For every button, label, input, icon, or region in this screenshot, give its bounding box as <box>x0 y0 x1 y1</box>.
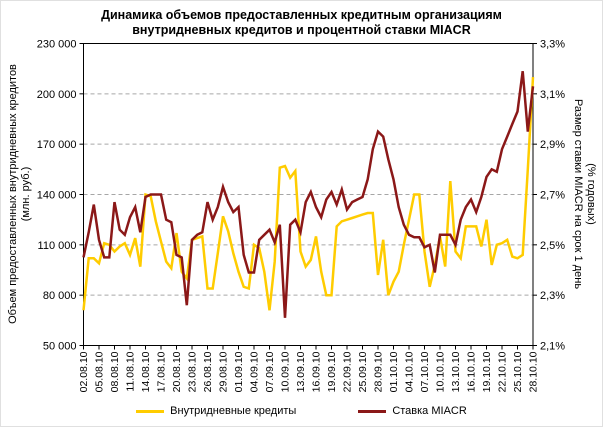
left-axis-tick-label: 230 000 <box>37 39 77 51</box>
x-axis-tick-label: 16.10.10 <box>466 351 478 392</box>
left-axis-units: (млн. руб.) <box>20 166 32 222</box>
legend-item-miacr: Ставка MIACR <box>358 405 467 417</box>
volumes-legend-label: Внутридневные кредиты <box>170 405 297 417</box>
x-axis-tick-label: 20.08.10 <box>171 351 183 392</box>
chart-title-line1: Динамика объемов предоставленных кредитн… <box>101 8 502 22</box>
x-axis-tick-label: 19.09.10 <box>326 351 338 392</box>
x-axis-tick-label: 10.10.10 <box>435 351 447 392</box>
miacr-series-line <box>82 71 535 318</box>
x-axis-tick-label: 05.08.10 <box>94 351 106 392</box>
volumes-series-line <box>82 77 535 311</box>
x-axis-tick-label: 02.08.10 <box>78 351 90 392</box>
chart-title-line2: внутридневных кредитов и процентной став… <box>132 23 471 37</box>
x-axis-tick-label: 26.08.10 <box>202 351 214 392</box>
legend-item-volumes: Внутридневные кредиты <box>136 405 296 417</box>
right-axis-tick-label: 2,7% <box>540 190 565 202</box>
x-axis-tick-label: 11.08.10 <box>125 351 137 391</box>
x-axis-tick-label: 01.10.10 <box>388 351 400 392</box>
x-axis-tick-label: 04.10.10 <box>404 351 416 392</box>
right-axis-tick-label: 2,3% <box>540 290 565 302</box>
left-axis-tick-label: 80 000 <box>43 290 77 302</box>
volumes-legend-line-icon <box>136 409 165 413</box>
x-axis-tick-label: 17.08.10 <box>156 351 168 392</box>
x-axis-tick-label: 01.09.10 <box>233 351 245 392</box>
left-axis-tick-label: 140 000 <box>37 190 77 202</box>
right-axis-tick-label: 2,5% <box>540 240 565 252</box>
x-axis-tick-label: 08.08.10 <box>109 351 121 392</box>
x-axis-tick-label: 07.10.10 <box>419 351 431 392</box>
left-axis-tick-label: 50 000 <box>43 341 77 353</box>
x-axis-tick-label: 25.10.10 <box>512 351 524 392</box>
x-axis-tick-label: 10.09.10 <box>280 351 292 392</box>
x-axis-tick-label: 22.10.10 <box>497 351 509 392</box>
left-axis-title: Объем предоставленных внутридневных кред… <box>7 64 33 324</box>
x-axis-tick-label: 29.08.10 <box>218 351 230 392</box>
legend: Внутридневные кредиты Ставка MIACR <box>1 402 602 420</box>
right-axis-tick-label: 2,1% <box>540 341 565 353</box>
right-axis-tick-label: 3,1% <box>540 89 565 101</box>
left-axis-title-text: Объем предоставленных внутридневных кред… <box>7 64 19 324</box>
left-axis-tick-label: 200 000 <box>37 89 77 101</box>
x-axis-tick-label: 25.09.10 <box>357 351 369 392</box>
right-axis-tick-label: 3,3% <box>540 39 565 51</box>
right-axis-units: (% годовых) <box>585 163 597 225</box>
x-axis-tick-label: 13.10.10 <box>450 351 462 392</box>
x-axis-tick-label: 07.09.10 <box>264 351 276 392</box>
miacr-legend-line-icon <box>358 409 387 413</box>
x-axis-tick-label: 14.08.10 <box>140 351 152 392</box>
right-axis-title-text: Размер ставки MIACR на срок 1 день <box>572 98 584 290</box>
x-axis-tick-label: 28.09.10 <box>373 351 385 392</box>
x-axis-tick-label: 28.10.10 <box>528 351 540 392</box>
x-axis-tick-label: 19.10.10 <box>481 351 493 392</box>
right-axis-tick-label: 2,9% <box>540 139 565 151</box>
x-axis-tick-label: 16.09.10 <box>311 351 323 392</box>
chart-title: Динамика объемов предоставленных кредитн… <box>1 8 602 38</box>
right-axis-title: (% годовых) Размер ставки MIACR на срок … <box>571 99 597 289</box>
x-axis-tick-label: 22.09.10 <box>342 351 354 392</box>
miacr-legend-label: Ставка MIACR <box>392 405 467 417</box>
x-axis-tick-label: 04.09.10 <box>249 351 261 392</box>
left-axis-tick-label: 110 000 <box>38 240 77 252</box>
x-axis-tick-label: 13.09.10 <box>295 351 307 392</box>
left-axis-tick-label: 170 000 <box>37 139 77 151</box>
x-axis-tick-label: 23.08.10 <box>187 351 199 392</box>
